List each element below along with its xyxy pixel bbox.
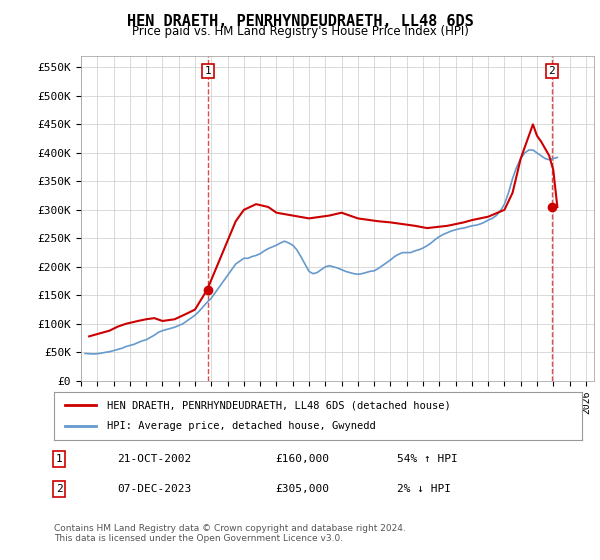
Text: Contains HM Land Registry data © Crown copyright and database right 2024.
This d: Contains HM Land Registry data © Crown c… bbox=[54, 524, 406, 543]
Text: HEN DRAETH, PENRHYNDEUDRAETH, LL48 6DS: HEN DRAETH, PENRHYNDEUDRAETH, LL48 6DS bbox=[127, 14, 473, 29]
Text: 2% ↓ HPI: 2% ↓ HPI bbox=[397, 484, 451, 494]
Text: 2: 2 bbox=[56, 484, 62, 494]
Text: HEN DRAETH, PENRHYNDEUDRAETH, LL48 6DS (detached house): HEN DRAETH, PENRHYNDEUDRAETH, LL48 6DS (… bbox=[107, 400, 451, 410]
Text: £160,000: £160,000 bbox=[276, 454, 330, 464]
Text: Price paid vs. HM Land Registry's House Price Index (HPI): Price paid vs. HM Land Registry's House … bbox=[131, 25, 469, 38]
Text: 21-OCT-2002: 21-OCT-2002 bbox=[118, 454, 191, 464]
Text: 1: 1 bbox=[205, 66, 211, 76]
Text: 1: 1 bbox=[56, 454, 62, 464]
Text: £305,000: £305,000 bbox=[276, 484, 330, 494]
Text: 07-DEC-2023: 07-DEC-2023 bbox=[118, 484, 191, 494]
Text: 54% ↑ HPI: 54% ↑ HPI bbox=[397, 454, 458, 464]
Text: HPI: Average price, detached house, Gwynedd: HPI: Average price, detached house, Gwyn… bbox=[107, 421, 376, 431]
Text: 2: 2 bbox=[548, 66, 556, 76]
